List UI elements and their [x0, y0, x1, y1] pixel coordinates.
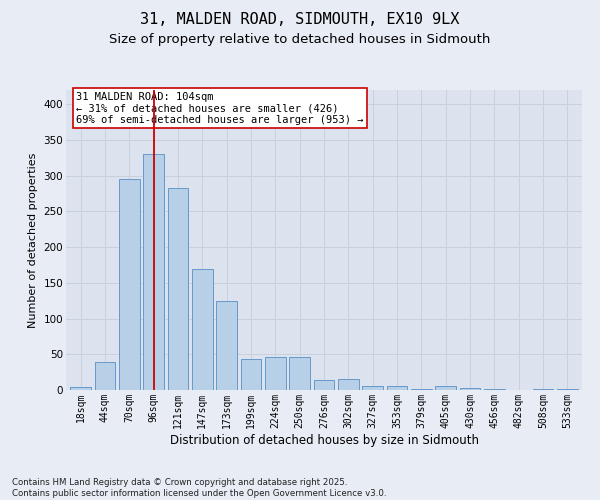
- Bar: [557, 388, 578, 390]
- Bar: [95, 362, 115, 390]
- Bar: [386, 386, 407, 390]
- Bar: [338, 380, 359, 390]
- Bar: [460, 388, 481, 390]
- Text: 31 MALDEN ROAD: 104sqm
← 31% of detached houses are smaller (426)
69% of semi-de: 31 MALDEN ROAD: 104sqm ← 31% of detached…: [76, 92, 364, 124]
- Bar: [241, 358, 262, 390]
- Y-axis label: Number of detached properties: Number of detached properties: [28, 152, 38, 328]
- Bar: [143, 154, 164, 390]
- Bar: [119, 180, 140, 390]
- Bar: [314, 380, 334, 390]
- X-axis label: Distribution of detached houses by size in Sidmouth: Distribution of detached houses by size …: [170, 434, 479, 446]
- Text: 31, MALDEN ROAD, SIDMOUTH, EX10 9LX: 31, MALDEN ROAD, SIDMOUTH, EX10 9LX: [140, 12, 460, 28]
- Bar: [192, 268, 212, 390]
- Bar: [216, 300, 237, 390]
- Text: Size of property relative to detached houses in Sidmouth: Size of property relative to detached ho…: [109, 32, 491, 46]
- Bar: [265, 357, 286, 390]
- Bar: [436, 386, 456, 390]
- Bar: [289, 357, 310, 390]
- Bar: [362, 386, 383, 390]
- Bar: [70, 387, 91, 390]
- Bar: [167, 188, 188, 390]
- Text: Contains HM Land Registry data © Crown copyright and database right 2025.
Contai: Contains HM Land Registry data © Crown c…: [12, 478, 386, 498]
